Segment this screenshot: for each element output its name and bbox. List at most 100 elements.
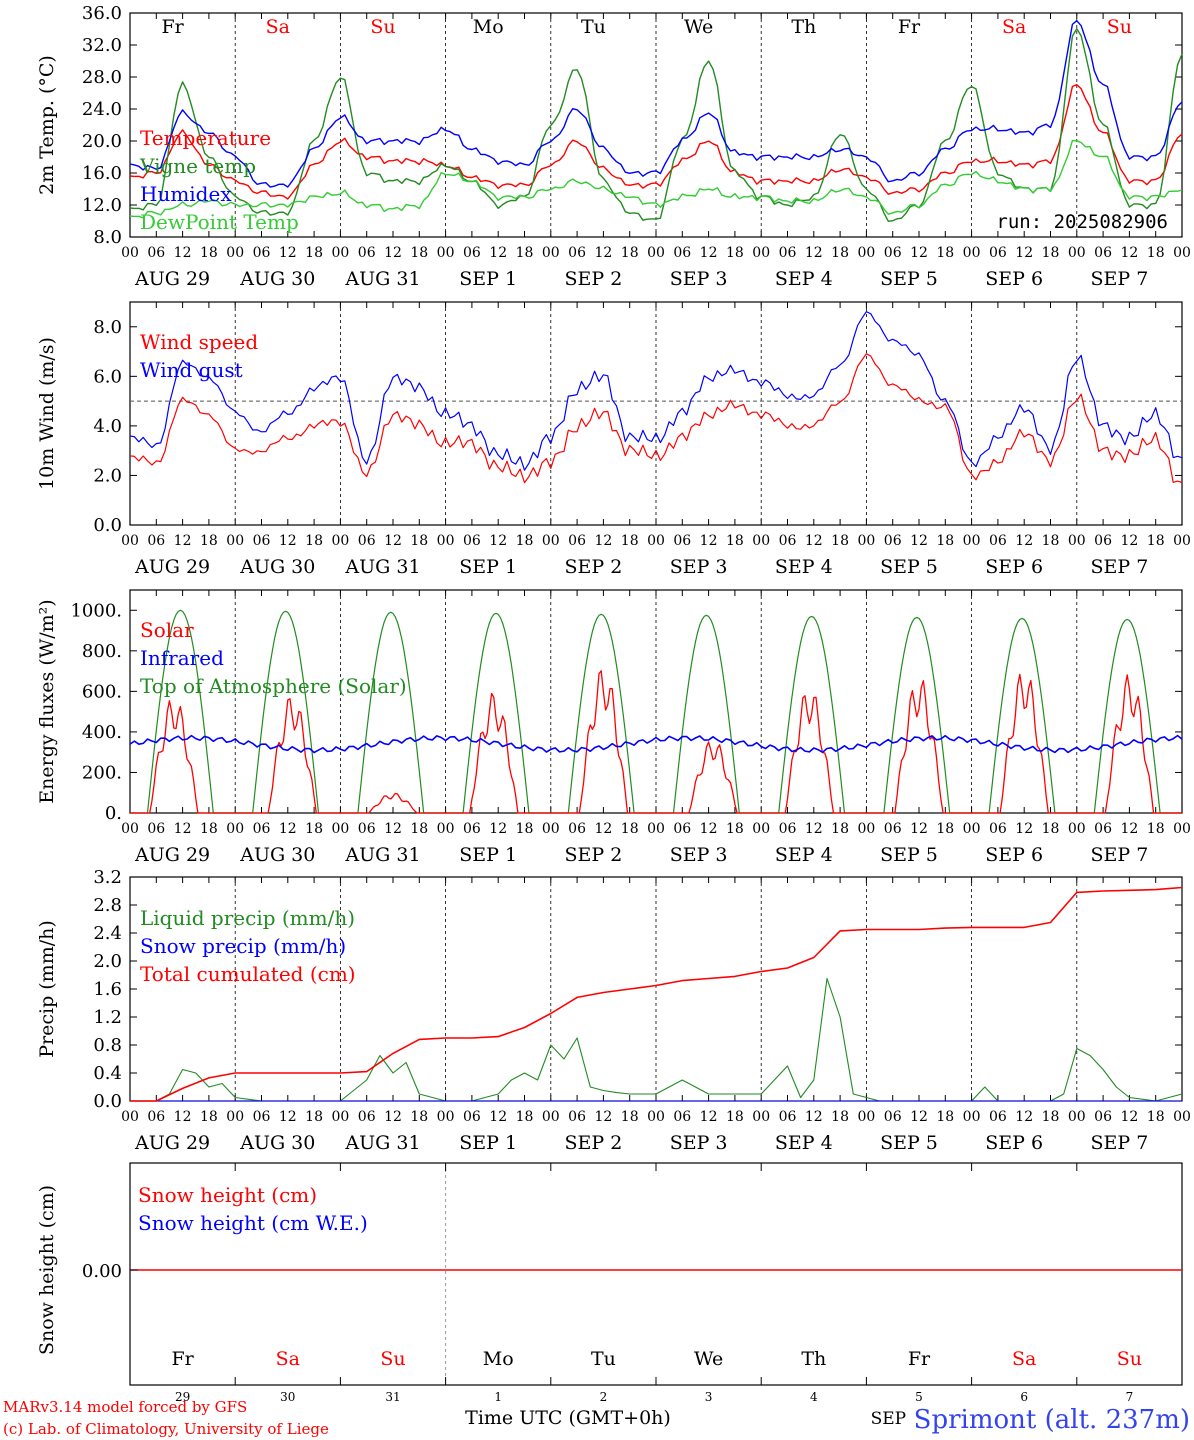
y-tick-label: 36.0: [82, 3, 122, 24]
x-hour-label: 00: [437, 821, 455, 837]
x-hour-label: 00: [1173, 245, 1191, 261]
x-hour-label: 00: [226, 1109, 244, 1125]
x-hour-label: 00: [542, 245, 560, 261]
y-tick-label: 0.00: [82, 1261, 122, 1282]
weekday-label: We: [694, 1348, 723, 1370]
weekday-label: Mo: [473, 16, 504, 38]
x-date-label: SEP 2: [564, 268, 622, 290]
x-hour-label: 06: [568, 245, 586, 261]
x-hour-label: 06: [1094, 533, 1112, 549]
x-hour-label: 00: [437, 245, 455, 261]
station-title: Sprimont (alt. 237m): [914, 1405, 1190, 1435]
x-hour-label: 00: [963, 245, 981, 261]
x-hour-label: 18: [1147, 1109, 1165, 1125]
y-tick-label: 2.8: [93, 895, 122, 916]
x-hour-label: 12: [805, 1109, 823, 1125]
x-date-label: AUG 29: [134, 268, 210, 290]
x-hour-label: 00: [647, 1109, 665, 1125]
x-hour-label: 06: [358, 821, 376, 837]
x-hour-label: 12: [384, 1109, 402, 1125]
x-hour-label: 12: [174, 821, 192, 837]
x-date-label: SEP 6: [985, 268, 1043, 290]
day-number-label: 7: [1126, 1390, 1134, 1404]
y-tick-label: 8.0: [93, 317, 122, 338]
x-hour-label: 00: [437, 533, 455, 549]
x-hour-label: 12: [910, 821, 928, 837]
x-hour-label: 18: [200, 1109, 218, 1125]
legend-entry: Humidex: [140, 182, 232, 206]
x-hour-label: 06: [779, 245, 797, 261]
x-hour-label: 18: [831, 245, 849, 261]
x-hour-label: 06: [884, 533, 902, 549]
x-hour-label: 00: [857, 245, 875, 261]
day-number-label: 2: [600, 1390, 608, 1404]
x-hour-label: 00: [752, 821, 770, 837]
x-hour-label: 06: [568, 533, 586, 549]
x-hour-label: 06: [779, 533, 797, 549]
x-hour-label: 12: [489, 821, 507, 837]
x-hour-label: 18: [410, 821, 428, 837]
x-date-label: AUG 30: [239, 1132, 315, 1154]
weekday-label: Tu: [581, 16, 606, 38]
weekday-label: Su: [1117, 1348, 1142, 1370]
x-hour-label: 18: [936, 821, 954, 837]
x-hour-label: 12: [1015, 1109, 1033, 1125]
y-tick-label: 2.0: [93, 951, 122, 972]
weekday-label: Th: [801, 1348, 826, 1370]
legend-entry: Liquid precip (mm/h): [140, 906, 355, 930]
x-date-label: SEP 7: [1090, 268, 1148, 290]
series-solar: [130, 670, 1182, 814]
legend-entry: DewPoint Temp: [140, 210, 299, 234]
x-hour-label: 12: [1120, 821, 1138, 837]
x-hour-label: 06: [779, 1109, 797, 1125]
x-date-label: SEP 6: [985, 1132, 1043, 1154]
x-hour-label: 06: [147, 533, 165, 549]
x-hour-label: 00: [857, 533, 875, 549]
x-hour-label: 18: [726, 1109, 744, 1125]
x-hour-label: 12: [279, 821, 297, 837]
x-hour-label: 18: [1042, 533, 1060, 549]
day-number-label: 6: [1020, 1390, 1028, 1404]
y-tick-label: 8.0: [93, 227, 122, 248]
series-temperature: [129, 83, 1183, 200]
y-tick-label: 1.2: [93, 1007, 122, 1028]
x-hour-label: 00: [226, 821, 244, 837]
x-hour-label: 00: [647, 245, 665, 261]
x-hour-label: 06: [253, 821, 271, 837]
x-hour-label: 18: [831, 533, 849, 549]
weekday-label: Fr: [161, 16, 184, 38]
x-date-label: SEP 3: [670, 1132, 728, 1154]
x-hour-label: 00: [963, 533, 981, 549]
x-hour-label: 00: [121, 533, 139, 549]
x-hour-label: 12: [594, 533, 612, 549]
y-axis-label: Precip (mm/h): [36, 920, 58, 1058]
x-hour-label: 00: [331, 245, 349, 261]
x-hour-label: 18: [1042, 245, 1060, 261]
x-hour-label: 12: [1015, 821, 1033, 837]
x-hour-label: 18: [200, 245, 218, 261]
x-hour-label: 18: [410, 245, 428, 261]
x-date-label: SEP 3: [670, 268, 728, 290]
x-hour-label: 06: [884, 821, 902, 837]
x-hour-label: 12: [1120, 245, 1138, 261]
x-date-label: SEP 1: [459, 556, 517, 578]
x-date-label: SEP 2: [564, 556, 622, 578]
legend-entry: Solar: [140, 618, 194, 642]
x-hour-label: 00: [963, 821, 981, 837]
x-hour-label: 12: [384, 821, 402, 837]
x-hour-label: 06: [358, 1109, 376, 1125]
y-tick-label: 600.: [82, 681, 122, 702]
x-hour-label: 06: [568, 821, 586, 837]
series-total: [130, 886, 1183, 1102]
x-date-label: SEP 1: [459, 268, 517, 290]
x-hour-label: 18: [936, 245, 954, 261]
y-tick-label: 12.0: [82, 195, 122, 216]
y-tick-label: 0.0: [93, 515, 122, 536]
x-hour-label: 12: [279, 1109, 297, 1125]
x-hour-label: 00: [647, 533, 665, 549]
x-hour-label: 06: [779, 821, 797, 837]
y-axis-label: 2m Temp. (°C): [36, 55, 58, 195]
x-hour-label: 12: [279, 245, 297, 261]
y-tick-label: 2.4: [93, 923, 122, 944]
series-wind-gust: [129, 311, 1183, 471]
